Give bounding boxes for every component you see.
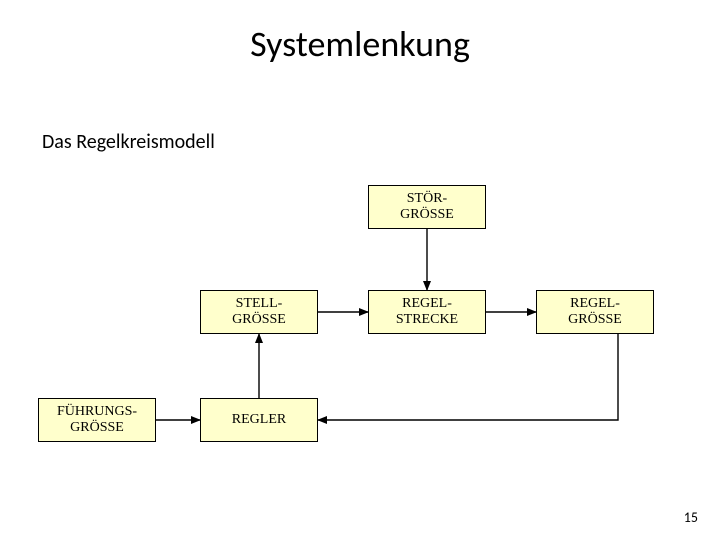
diagram-connectors [0, 0, 720, 540]
node-regler: REGLER [200, 398, 318, 442]
node-stoer: STÖR- GRÖSSE [368, 185, 486, 229]
node-rgroesse: REGEL- GRÖSSE [536, 290, 654, 334]
edge-rgroesse-to-regler [318, 334, 618, 420]
node-stell: STELL- GRÖSSE [200, 290, 318, 334]
page-number: 15 [684, 509, 698, 526]
page-subtitle: Das Regelkreismodell [42, 130, 215, 154]
node-fuehrung: FÜHRUNGS- GRÖSSE [38, 398, 156, 442]
page-title: Systemlenkung [0, 22, 720, 66]
node-strecke: REGEL- STRECKE [368, 290, 486, 334]
